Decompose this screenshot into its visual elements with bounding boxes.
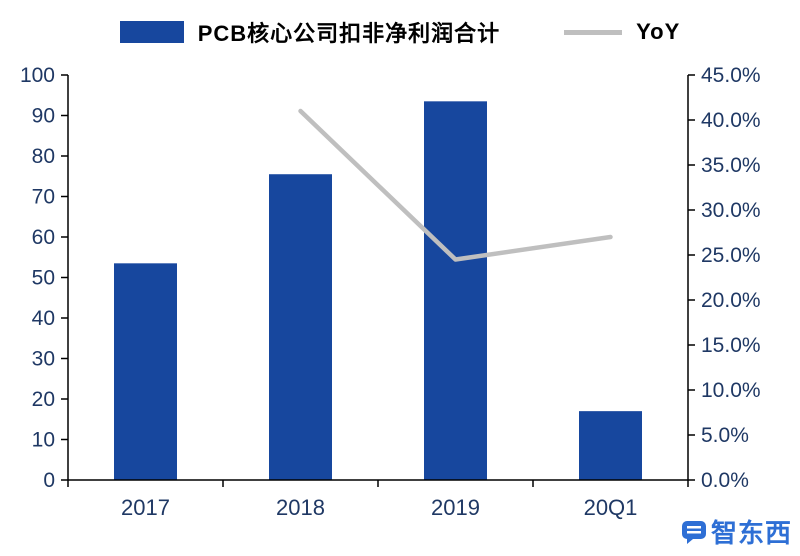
left-axis-tick-label: 60 xyxy=(32,226,55,249)
left-axis-tick-label: 70 xyxy=(32,186,55,209)
watermark-text: 智东西 xyxy=(710,518,792,548)
left-axis-tick-label: 80 xyxy=(32,145,55,168)
left-axis-tick-label: 90 xyxy=(32,105,55,128)
x-axis-category-label: 2018 xyxy=(276,495,325,520)
bar-series-swatch xyxy=(119,21,184,43)
bar-series-label: PCB核心公司扣非净利润合计 xyxy=(197,21,501,46)
x-axis-category-label: 2019 xyxy=(431,495,480,520)
bar-2018 xyxy=(269,174,332,480)
bar-2017 xyxy=(114,263,177,480)
right-axis-tick-label: 10.0% xyxy=(701,379,761,402)
left-axis-tick-label: 50 xyxy=(32,267,55,290)
right-axis-tick-label: 15.0% xyxy=(701,334,761,357)
watermark: 智东西 xyxy=(681,513,792,550)
right-axis-tick-label: 20.0% xyxy=(701,289,761,312)
left-axis-tick-label: 20 xyxy=(32,388,55,411)
bar-20Q1 xyxy=(579,411,642,480)
bar-2019 xyxy=(424,101,487,480)
right-axis-tick-label: 30.0% xyxy=(701,199,761,222)
right-axis-tick-label: 40.0% xyxy=(701,109,761,132)
line-series-swatch xyxy=(564,29,623,35)
yoy-line xyxy=(298,108,613,262)
left-axis-tick-label: 40 xyxy=(32,307,55,330)
chart-legend: PCB核心公司扣非净利润合计 YoY xyxy=(0,16,800,48)
legend-item-line-series: YoY xyxy=(564,19,680,45)
right-axis-tick-label: 35.0% xyxy=(701,154,761,177)
left-axis-tick-label: 10 xyxy=(32,429,55,452)
right-axis-tick-label: 25.0% xyxy=(701,244,761,267)
right-axis-tick-label: 0.0% xyxy=(701,469,749,492)
line-series-label: YoY xyxy=(636,19,681,44)
x-axis-category-label: 2017 xyxy=(121,495,170,520)
legend-item-bar-series: PCB核心公司扣非净利润合计 xyxy=(119,16,501,48)
zhidongxi-logo-icon xyxy=(681,519,707,545)
x-axis-category-label: 20Q1 xyxy=(584,495,638,520)
right-axis-tick-label: 45.0% xyxy=(701,64,761,87)
left-axis-tick-label: 30 xyxy=(32,348,55,371)
right-axis-tick-label: 5.0% xyxy=(701,424,749,447)
left-axis-tick-label: 0 xyxy=(43,469,55,492)
left-axis-tick-label: 100 xyxy=(20,64,55,87)
